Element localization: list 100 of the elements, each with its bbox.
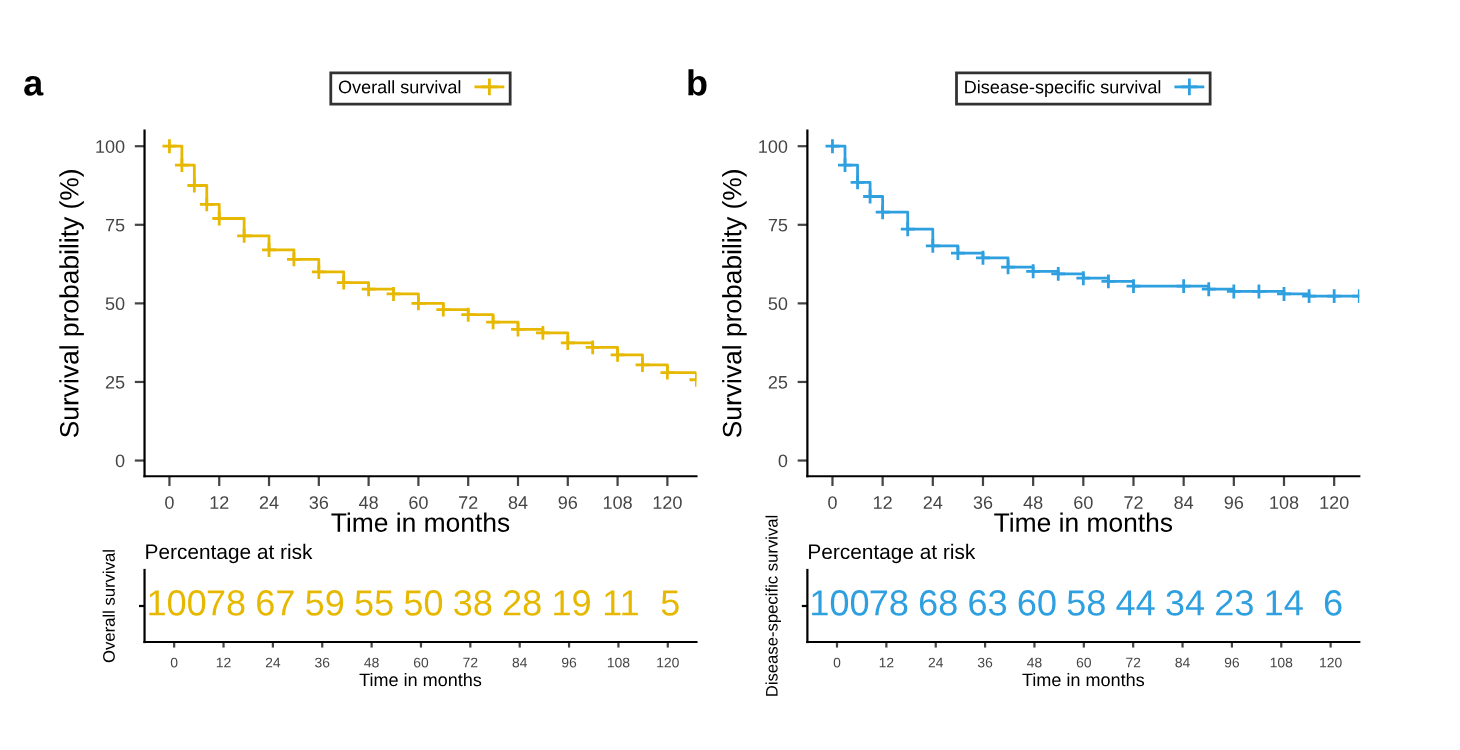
data-label: 6 (1324, 590, 1342, 616)
point (310, 263, 328, 281)
point (999, 258, 1017, 276)
point (484, 313, 502, 331)
point (559, 334, 577, 352)
point (534, 324, 552, 342)
data-label: 67 (257, 590, 294, 616)
point (1100, 273, 1117, 290)
x-tick-label: 84 (1174, 496, 1194, 509)
data-label: 14 (1266, 590, 1303, 616)
point (1074, 269, 1092, 287)
point (1175, 277, 1192, 295)
point (609, 346, 626, 364)
x-tick-label: 120 (1320, 496, 1349, 509)
y-tick-label: 50 (768, 297, 788, 311)
data-label: 38 (454, 590, 492, 616)
point (874, 203, 891, 221)
y-tick-label: 0 (778, 454, 788, 468)
point (1225, 283, 1243, 300)
x-tick-label: 36 (973, 496, 993, 509)
y-tick-label: 75 (105, 218, 125, 232)
chart-title: Percentage at risk (146, 543, 313, 564)
x-tick-label: 96 (558, 496, 578, 509)
point (949, 244, 967, 262)
y-axis-title: Disease-specific survival (765, 515, 781, 696)
point (509, 321, 527, 338)
y-tick-label: 100 (96, 140, 125, 153)
x-tick-label: 48 (1023, 496, 1043, 509)
x-tick-label: 96 (1224, 496, 1244, 509)
legend-label: Disease-specific survival (965, 80, 1161, 97)
y-tick-label: 25 (105, 375, 125, 389)
data-label: 50 (404, 590, 443, 616)
point (173, 156, 191, 174)
data-label: 34 (1166, 590, 1205, 616)
data-label: 28 (503, 590, 541, 616)
y-tick-label: 0 (115, 454, 125, 468)
x-tick-label: 108 (1270, 496, 1299, 509)
data-label: 100 (149, 590, 206, 616)
point (659, 364, 676, 381)
y-tick-label: 50 (105, 297, 125, 311)
data-label: 5 (661, 590, 679, 616)
x-tick-label: 72 (459, 496, 478, 509)
chart-title: b (688, 69, 707, 96)
x-tick-label: 12 (210, 496, 229, 509)
point (849, 174, 866, 191)
x-tick-label: 36 (309, 496, 329, 509)
y-tick-label: 75 (768, 218, 788, 232)
point (235, 227, 253, 245)
point (335, 274, 353, 291)
x-tick-label: 84 (508, 496, 528, 509)
data-label: 44 (1116, 590, 1155, 616)
data-label: 19 (554, 590, 590, 616)
point (434, 301, 452, 318)
point (1024, 262, 1042, 280)
point (1300, 287, 1318, 305)
x-tick-label: 24 (259, 496, 279, 509)
x-tick-label: 60 (1074, 496, 1093, 509)
x-tick-label: 48 (358, 496, 378, 509)
point (161, 137, 178, 155)
data-label: 23 (1216, 590, 1253, 616)
data-label: 63 (969, 590, 1007, 616)
point (1250, 283, 1268, 300)
data-label: 78 (870, 590, 908, 616)
x-tick-label: 0 (165, 496, 174, 509)
point (1275, 285, 1293, 303)
y-tick-label: 25 (768, 375, 788, 389)
data-label: 100 (812, 590, 869, 616)
point (360, 280, 377, 298)
point (198, 196, 216, 213)
point (410, 295, 427, 312)
point (584, 339, 602, 356)
point (824, 137, 841, 155)
point (899, 220, 917, 238)
point (1325, 287, 1343, 305)
point (634, 356, 651, 374)
data-label: 59 (306, 590, 344, 616)
x-axis-title: Time in months (994, 512, 1173, 532)
x-tick-label: 0 (828, 496, 837, 509)
point (459, 306, 477, 324)
data-label: 60 (1018, 590, 1056, 616)
point (385, 285, 402, 303)
data-label: 58 (1067, 590, 1105, 616)
x-axis-title: Time in months (359, 673, 482, 687)
point (1049, 265, 1067, 283)
point (974, 249, 992, 267)
legend-label: Overall survival (338, 80, 461, 94)
data-label: 78 (207, 590, 245, 616)
point (260, 241, 278, 259)
data-label: 55 (355, 590, 393, 616)
x-tick-label: 72 (1124, 496, 1143, 509)
chart-title: Percentage at risk (809, 543, 976, 564)
point (1200, 280, 1218, 298)
point (836, 156, 854, 174)
y-axis-title: Survival probability (%) (59, 170, 84, 438)
x-axis-title: Time in months (1022, 673, 1145, 687)
y-axis-title: Survival probability (%) (722, 170, 747, 438)
x-tick-label: 120 (653, 496, 682, 509)
point (924, 237, 942, 255)
x-tick-label: 108 (603, 496, 632, 509)
x-tick-label: 24 (923, 496, 943, 509)
